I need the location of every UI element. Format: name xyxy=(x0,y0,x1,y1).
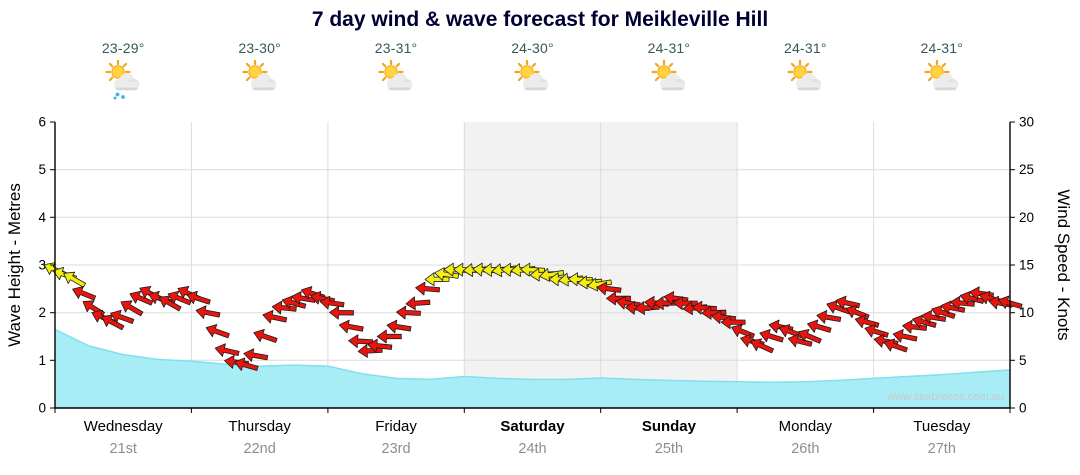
day-date-label: 23rd xyxy=(381,441,411,457)
cloud-icon xyxy=(250,73,276,91)
svg-text:2: 2 xyxy=(38,305,46,320)
day-name-label: Monday xyxy=(778,418,833,435)
day-name-label: Tuesday xyxy=(913,418,971,435)
svg-text:0: 0 xyxy=(1019,401,1027,416)
temp-range-label: 23-29° xyxy=(101,40,145,56)
day-header-monday: 24-31° xyxy=(737,40,873,107)
weather-icon-partly-cloudy xyxy=(378,59,413,91)
weather-icon-partly-cloudy xyxy=(651,59,686,91)
svg-text:4: 4 xyxy=(38,210,46,225)
day-axis-label-sunday: Sunday 25th xyxy=(601,418,737,457)
wind-speed-axis-title: Wind Speed - Knots xyxy=(1054,189,1073,341)
day-date-label: 25th xyxy=(654,441,684,457)
temp-range-label: 24-31° xyxy=(784,40,827,56)
cloud-icon xyxy=(114,73,140,91)
day-axis-label-thursday: Thursday 22nd xyxy=(191,418,327,457)
day-name-label: Thursday xyxy=(228,418,291,435)
day-axis-label-friday: Friday 23rd xyxy=(328,418,464,457)
day-axis-label-tuesday: Tuesday 27th xyxy=(874,418,1010,457)
cloud-icon xyxy=(932,73,958,91)
day-date-label: 21st xyxy=(109,441,137,457)
cloud-icon xyxy=(796,73,822,91)
cloud-icon xyxy=(659,73,686,91)
cloud-icon xyxy=(523,73,549,91)
temp-range-label: 23-31° xyxy=(374,40,418,56)
temp-range-label: 23-30° xyxy=(238,40,281,56)
wave-height-axis-title: Wave Height - Metres xyxy=(5,183,24,347)
day-axis-label-monday: Monday 26th xyxy=(737,418,873,457)
day-axis-label-wednesday: Wednesday 21st xyxy=(55,418,191,457)
temp-range-label: 24-30° xyxy=(511,40,554,56)
day-name-label: Sunday xyxy=(641,418,696,435)
day-header-saturday: 24-30° xyxy=(464,40,600,107)
day-date-label: 27th xyxy=(927,441,956,457)
rain-drops-icon xyxy=(113,92,126,100)
svg-text:6: 6 xyxy=(38,115,46,130)
svg-text:20: 20 xyxy=(1019,210,1034,225)
day-date-label: 22nd xyxy=(243,441,276,457)
day-date-label: 26th xyxy=(791,441,820,457)
day-header-sunday: 24-31° xyxy=(601,40,737,107)
day-header-friday: 23-31° xyxy=(328,40,464,107)
watermark: www.seabreeze.com.au xyxy=(887,391,1004,403)
weather-icon-partly-cloudy xyxy=(787,59,822,91)
day-header-wednesday: 23-29° xyxy=(55,40,191,107)
weather-icon-partly-cloudy xyxy=(242,59,276,91)
day-header-thursday: 23-30° xyxy=(191,40,327,107)
cloud-icon xyxy=(387,73,413,91)
weather-icon-partly-cloudy xyxy=(514,59,549,91)
svg-text:1: 1 xyxy=(38,353,46,368)
weather-icon-partly-cloudy xyxy=(924,59,958,91)
svg-text:15: 15 xyxy=(1019,258,1034,273)
day-axis-label-saturday: Saturday 24th xyxy=(464,418,600,457)
day-name-label: Wednesday xyxy=(83,418,163,435)
svg-text:0: 0 xyxy=(38,401,46,416)
day-header-tuesday: 24-31° xyxy=(874,40,1010,107)
svg-text:10: 10 xyxy=(1019,305,1034,320)
temp-range-label: 24-31° xyxy=(647,40,691,56)
weather-icon-partly-cloudy-rain xyxy=(105,59,140,100)
sun-icon xyxy=(105,59,131,85)
day-date-label: 24th xyxy=(518,441,547,457)
svg-text:5: 5 xyxy=(1019,353,1027,368)
page-title: 7 day wind & wave forecast for Meiklevil… xyxy=(311,8,769,31)
svg-text:5: 5 xyxy=(38,162,46,177)
day-name-label: Saturday xyxy=(500,418,565,435)
day-name-label: Friday xyxy=(375,418,417,435)
sun-icon xyxy=(651,59,677,85)
svg-text:25: 25 xyxy=(1019,162,1034,177)
svg-text:3: 3 xyxy=(38,258,46,273)
svg-text:30: 30 xyxy=(1019,115,1034,130)
temp-range-label: 24-31° xyxy=(920,40,964,56)
